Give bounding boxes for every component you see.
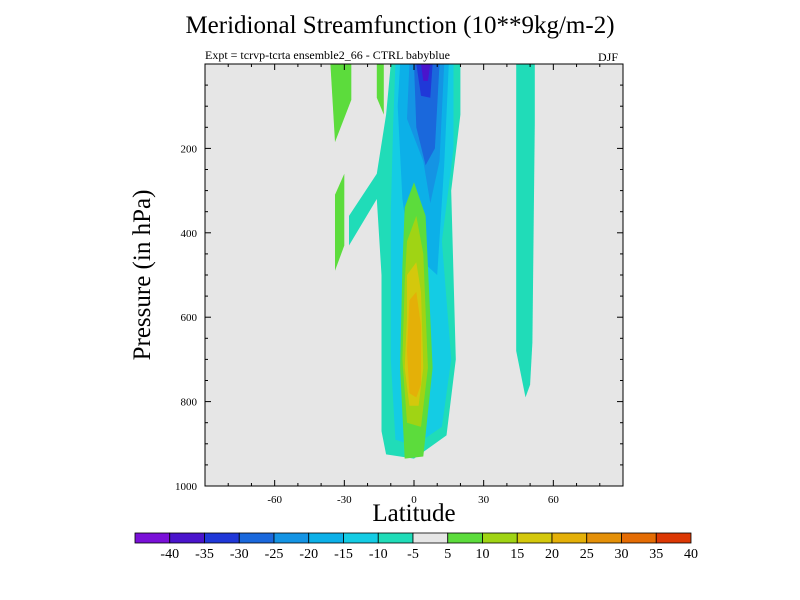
colorbar-label: 15: [510, 547, 524, 562]
colorbar-label: -10: [369, 547, 388, 562]
colorbar-swatch: [551, 532, 588, 544]
colorbar-label: 25: [580, 547, 594, 562]
colorbar-swatch: [482, 532, 518, 544]
x-axis-label: Latitude: [372, 500, 456, 527]
colorbar-label: -35: [195, 547, 214, 562]
colorbar-swatch: [169, 532, 205, 544]
colorbar-label: 5: [444, 547, 451, 562]
season-label: DJF: [598, 50, 619, 64]
y-tick-label: 1000: [175, 481, 198, 493]
y-tick-label: 200: [181, 143, 198, 155]
colorbar-label: -30: [230, 547, 249, 562]
chart-subtitle: Expt = tcrvp-tcrta ensemble2_66 - CTRL b…: [205, 48, 450, 62]
colorbar-label: -20: [299, 547, 318, 562]
y-tick-label: 800: [181, 397, 198, 409]
colorbar-swatch: [343, 532, 379, 544]
colorbar-swatch: [412, 532, 449, 544]
x-tick-label: -30: [337, 494, 352, 506]
x-tick-label: 0: [411, 494, 417, 506]
y-tick-label: 400: [181, 228, 198, 240]
contour-region-9: [421, 64, 431, 81]
chart-title: Meridional Streamfunction (10**9kg/m-2): [185, 12, 615, 39]
x-tick-label: -60: [267, 494, 282, 506]
colorbar-label: 30: [615, 547, 629, 562]
colorbar-label: 20: [545, 547, 559, 562]
colorbar-label: -40: [160, 547, 179, 562]
colorbar-label: -15: [334, 547, 353, 562]
y-tick-label: 600: [181, 312, 198, 324]
contour-regions: [330, 64, 535, 459]
colorbar-label: -5: [407, 547, 419, 562]
contour-region-2: [335, 173, 345, 271]
colorbar-swatch: [204, 532, 240, 544]
colorbar-label: 35: [649, 547, 663, 562]
axis-ticks: -60 -30 0 30 60 200 400 600 800 1000: [175, 63, 624, 506]
colorbar-swatch: [447, 532, 483, 544]
colorbar-swatch: [516, 532, 553, 544]
contour-region-0: [330, 64, 352, 143]
contour-region-13: [407, 291, 421, 398]
colorbar-swatch: [621, 532, 657, 544]
colorbar-swatch: [377, 532, 414, 544]
x-tick-label: 60: [548, 494, 560, 506]
colorbar-swatch: [586, 532, 622, 544]
colorbar-swatch: [134, 532, 171, 544]
colorbar-swatch: [655, 532, 692, 544]
y-axis-label: Pressure (in hPa): [129, 189, 156, 361]
contour-region-1: [376, 64, 384, 115]
colorbar-label: 10: [476, 547, 490, 562]
colorbar-swatch: [273, 532, 310, 544]
colorbar-swatch: [238, 532, 275, 544]
colorbar: -40 -35 -30 -25 -20 -15 -10 -5 5 10 15 20 25 30 35 40: [134, 532, 698, 562]
contour-region-14: [516, 64, 535, 398]
x-tick-label: 30: [478, 494, 490, 506]
colorbar-label: 40: [684, 547, 698, 562]
colorbar-swatch: [308, 532, 344, 544]
colorbar-label: -25: [265, 547, 284, 562]
